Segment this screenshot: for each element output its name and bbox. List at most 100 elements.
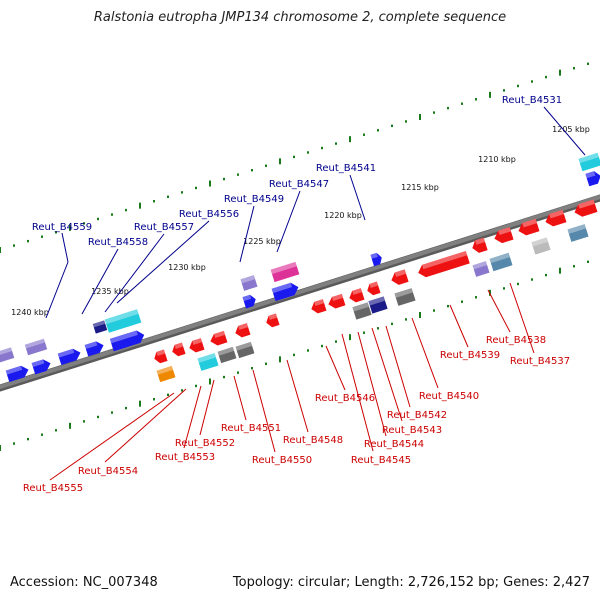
gene-feature <box>24 338 48 356</box>
gene-shape <box>545 209 567 227</box>
gene-highlight <box>394 288 413 298</box>
accession-text: Accession: NC_007348 <box>10 575 158 590</box>
gene-highlight <box>5 365 23 375</box>
forward-leader-line <box>104 233 165 313</box>
gene-highlight <box>578 152 599 164</box>
forward-leader-line <box>116 220 210 304</box>
gene-feature <box>156 365 176 383</box>
gene-feature <box>578 152 600 172</box>
gene-highlight <box>352 288 363 295</box>
reverse-gene-label: Reut_B4537 <box>510 356 570 367</box>
gene-highlight <box>217 346 235 356</box>
reverse-gene-label: Reut_B4548 <box>283 435 343 446</box>
reverse-leader-line <box>371 327 403 422</box>
gene-shape <box>189 338 205 353</box>
gene-highlight <box>156 365 174 375</box>
gene-feature <box>240 275 258 291</box>
forward-gene-label: Reut_B4531 <box>502 95 562 106</box>
gene-shape <box>567 224 589 242</box>
gene-feature <box>367 281 381 296</box>
gene-shape <box>0 347 15 363</box>
reverse-gene-label: Reut_B4544 <box>364 439 424 450</box>
gene-shape <box>5 365 29 383</box>
gene-highlight <box>472 261 488 270</box>
reverse-gene-label: Reut_B4555 <box>23 483 83 494</box>
gene-highlight <box>31 359 45 368</box>
reverse-leader-line <box>183 385 202 449</box>
gene-highlight <box>314 299 325 306</box>
gene-shape <box>391 269 409 285</box>
gene-feature <box>189 338 205 353</box>
gene-feature <box>585 171 600 187</box>
scale-label: 1210 kbp <box>478 155 516 164</box>
map-title: Ralstonia eutropha JMP134 chromosome 2, … <box>93 10 507 25</box>
gene-feature <box>489 252 513 272</box>
gene-feature <box>84 341 104 357</box>
reverse-leader-line <box>411 317 439 389</box>
reverse-gene-label: Reut_B4538 <box>486 335 546 346</box>
gene-highlight <box>370 252 378 259</box>
forward-gene-label: Reut_B4549 <box>224 194 284 205</box>
topology-text: Topology: circular; Length: 2,726,152 bp… <box>232 575 590 590</box>
gene-shape <box>394 288 416 306</box>
gene-highlight <box>84 341 98 350</box>
reverse-leader-line <box>449 304 469 348</box>
scale-label: 1205 kbp <box>552 125 590 134</box>
forward-leader-line <box>81 248 119 315</box>
reverse-leader-line <box>341 333 374 452</box>
label-leaders <box>45 106 586 481</box>
forward-leader-line <box>543 106 586 156</box>
gene-highlight <box>109 330 138 344</box>
gene-highlight <box>368 296 386 306</box>
gene-shape <box>494 227 514 244</box>
gene-highlight <box>268 313 278 320</box>
gene-feature <box>370 252 382 267</box>
gene-shape <box>574 199 598 217</box>
gene-feature <box>242 294 256 309</box>
gene-shape <box>531 237 551 255</box>
gene-feature <box>235 323 251 338</box>
gene-shape <box>472 261 490 277</box>
gene-highlight <box>352 302 370 312</box>
reverse-leader-line <box>49 392 175 481</box>
gene-feature <box>271 282 299 302</box>
gene-shape <box>518 218 540 236</box>
gene-shape <box>57 348 81 366</box>
gene-shape <box>24 338 48 356</box>
gene-feature <box>31 359 51 375</box>
gene-highlight <box>92 320 106 328</box>
gene-feature <box>531 237 551 255</box>
gene-highlight <box>197 353 216 363</box>
reverse-leader-line <box>509 282 535 354</box>
gene-highlight <box>522 218 537 228</box>
reverse-gene-label: Reut_B4552 <box>175 438 235 449</box>
gene-shape <box>197 353 219 371</box>
forward-leader-line <box>276 190 301 253</box>
gene-shape <box>266 313 280 328</box>
gene-highlight <box>498 227 511 236</box>
gene-highlight <box>0 347 13 356</box>
gene-feature <box>545 209 567 227</box>
gene-feature <box>574 199 598 217</box>
gene-feature <box>472 237 488 253</box>
reverse-leader-line <box>252 369 276 453</box>
reverse-leader-line <box>325 345 346 391</box>
reverse-gene-label: Reut_B4550 <box>252 455 312 466</box>
gene-highlight <box>235 341 253 351</box>
gene-shape <box>235 341 255 359</box>
gene-shape <box>311 299 327 314</box>
gene-feature <box>0 347 15 363</box>
reverse-gene-label: Reut_B4546 <box>315 393 375 404</box>
gene-shape <box>578 152 600 172</box>
gene-highlight <box>192 338 203 345</box>
gene-shape <box>367 281 381 296</box>
gene-highlight <box>271 282 293 294</box>
gene-feature <box>210 330 228 346</box>
gene-highlight <box>585 171 596 179</box>
backbone <box>0 194 600 392</box>
reverse-gene-label: Reut_B4543 <box>382 425 442 436</box>
gene-shape <box>242 294 256 309</box>
gene-feature <box>349 288 365 303</box>
